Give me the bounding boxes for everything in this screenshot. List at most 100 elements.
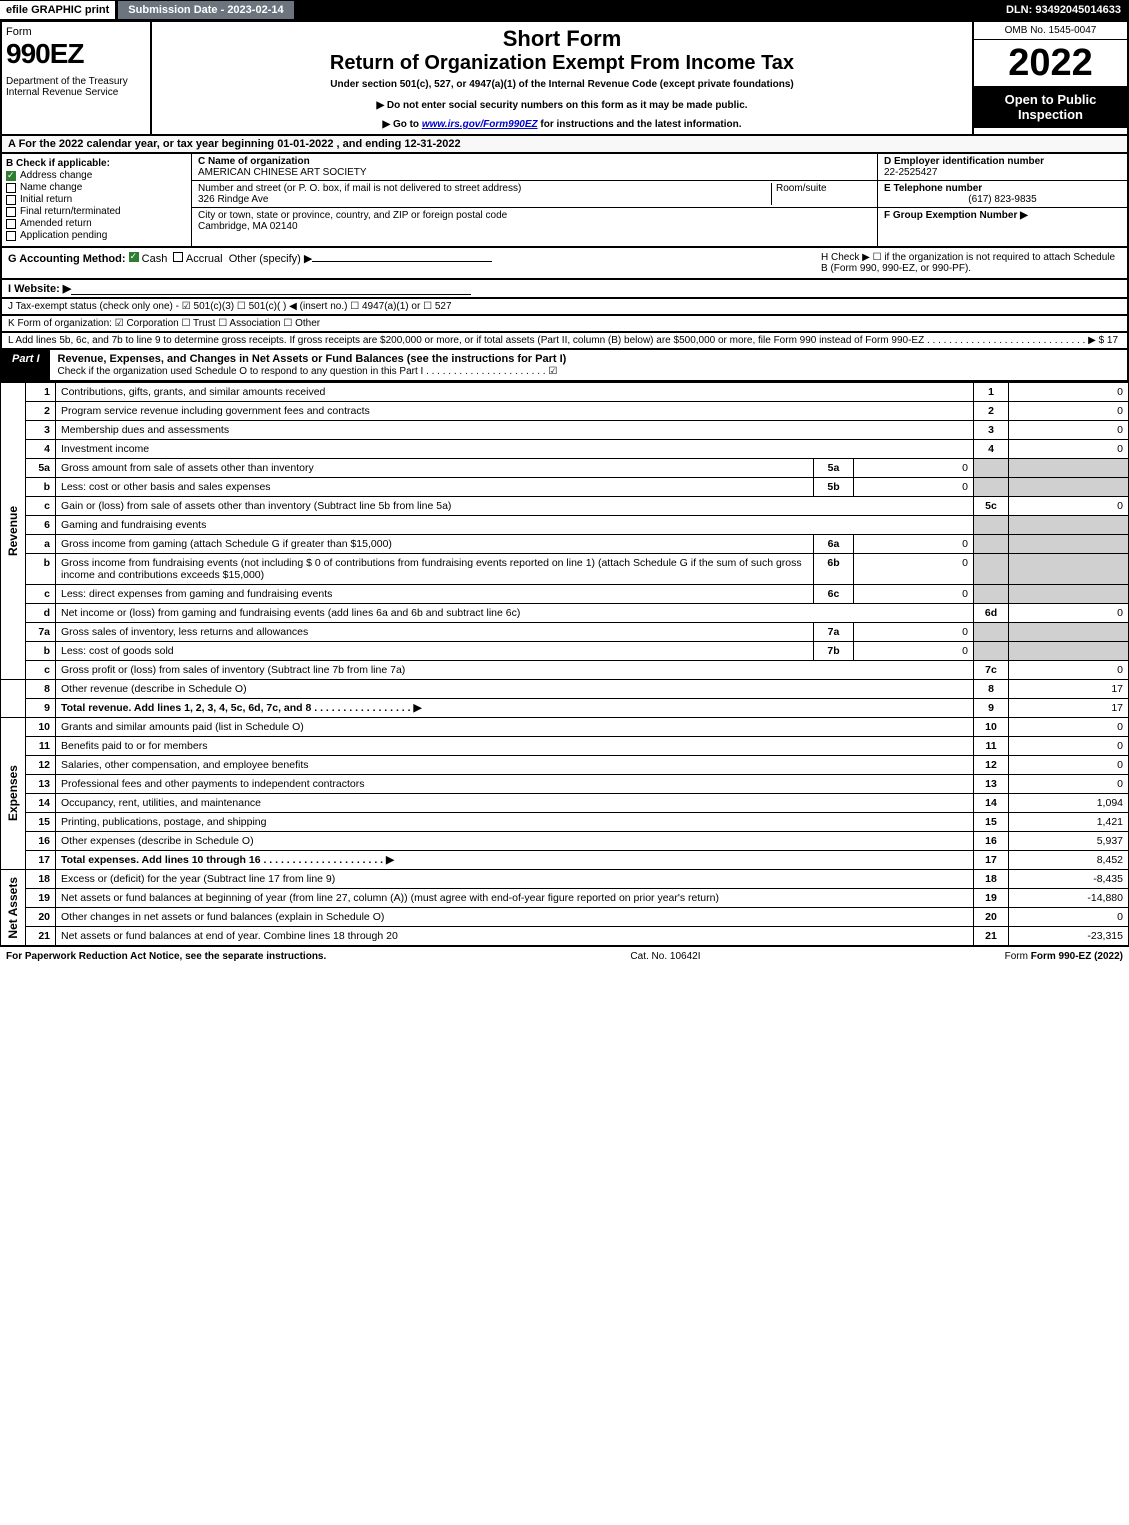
checkbox-initial-return[interactable] [6,195,16,205]
tax-year: 2022 [974,40,1127,86]
side-expenses: Expenses [6,765,20,821]
under-section: Under section 501(c), 527, or 4947(a)(1)… [160,79,964,90]
form-word: Form [6,26,146,38]
goto-post: for instructions and the latest informat… [538,119,742,130]
part-1-title: Revenue, Expenses, and Changes in Net As… [58,353,567,365]
line-17-amount: 8,452 [1009,851,1129,870]
line-12-amount: 0 [1009,756,1129,775]
form-number: 990EZ [6,38,146,70]
line-4-amount: 0 [1009,440,1129,459]
row-a-calendar: A For the 2022 calendar year, or tax yea… [0,136,1129,154]
omb-year-block: OMB No. 1545-0047 2022 Open to Public In… [972,22,1127,134]
line-6c-amount: 0 [854,585,974,604]
part-1-sub: Check if the organization used Schedule … [58,366,558,377]
line-7c-amount: 0 [1009,661,1129,680]
donot-note: ▶ Do not enter social security numbers o… [160,100,964,111]
line-19-text: Net assets or fund balances at beginning… [56,889,974,908]
line-2-text: Program service revenue including govern… [56,402,974,421]
form-id-block: Form 990EZ Department of the Treasury In… [2,22,152,134]
line-1-amount: 0 [1009,383,1129,402]
telephone: (617) 823-9835 [884,194,1121,205]
checkbox-address-change[interactable] [6,171,16,181]
form-header: Form 990EZ Department of the Treasury In… [0,22,1129,136]
section-h: H Check ▶ ☐ if the organization is not r… [821,252,1121,274]
line-18-amount: -8,435 [1009,870,1129,889]
line-11-text: Benefits paid to or for members [56,737,974,756]
line-21-text: Net assets or fund balances at end of ye… [56,927,974,946]
line-5b-text: Less: cost or other basis and sales expe… [56,478,814,497]
section-b-to-f: B Check if applicable: Address change Na… [0,154,1129,248]
part-1-header: Part I Revenue, Expenses, and Changes in… [0,350,1129,382]
part-1-tab: Part I [2,350,50,380]
section-l-gross-receipts: L Add lines 5b, 6c, and 7b to line 9 to … [0,333,1129,350]
footer-form: Form Form 990-EZ (2022) [1005,951,1123,962]
line-10-amount: 0 [1009,718,1129,737]
goto-pre: ▶ Go to [382,119,421,130]
dln: DLN: 93492045014633 [998,1,1129,19]
org-address: 326 Rindge Ave [198,194,268,205]
line-1-text: Contributions, gifts, grants, and simila… [56,383,974,402]
topbar: efile GRAPHIC print Submission Date - 20… [0,0,1129,22]
line-4-text: Investment income [56,440,974,459]
line-20-amount: 0 [1009,908,1129,927]
line-12-text: Salaries, other compensation, and employ… [56,756,974,775]
checkbox-application-pending[interactable] [6,231,16,241]
side-net-assets: Net Assets [6,877,20,939]
short-form-title: Short Form [160,26,964,52]
checkbox-final-return[interactable] [6,207,16,217]
section-k-form-org: K Form of organization: ☑ Corporation ☐ … [0,316,1129,333]
section-c: C Name of organizationAMERICAN CHINESE A… [192,154,877,246]
line-6b-text: Gross income from fundraising events (no… [56,554,814,585]
line-5c-text: Gain or (loss) from sale of assets other… [56,497,974,516]
org-name: AMERICAN CHINESE ART SOCIETY [198,167,367,178]
line-6a-amount: 0 [854,535,974,554]
line-16-text: Other expenses (describe in Schedule O) [56,832,974,851]
section-i-website: I Website: ▶ [0,280,1129,299]
line-7b-text: Less: cost of goods sold [56,642,814,661]
line-20-text: Other changes in net assets or fund bala… [56,908,974,927]
line-5a-amount: 0 [854,459,974,478]
checkbox-cash[interactable] [129,252,139,262]
efile-print[interactable]: efile GRAPHIC print [0,1,117,19]
org-city: Cambridge, MA 02140 [198,221,298,232]
room-suite: Room/suite [771,183,871,205]
line-6c-text: Less: direct expenses from gaming and fu… [56,585,814,604]
line-14-text: Occupancy, rent, utilities, and maintena… [56,794,974,813]
irs-link[interactable]: www.irs.gov/Form990EZ [422,119,538,130]
line-6b-amount: 0 [854,554,974,585]
line-5a-text: Gross amount from sale of assets other t… [56,459,814,478]
line-3-text: Membership dues and assessments [56,421,974,440]
line-7b-amount: 0 [854,642,974,661]
form-title-block: Short Form Return of Organization Exempt… [152,22,972,134]
section-b: B Check if applicable: Address change Na… [2,154,192,246]
open-inspection: Open to Public Inspection [974,86,1127,128]
omb-number: OMB No. 1545-0047 [974,22,1127,40]
line-5c-amount: 0 [1009,497,1129,516]
dept-treasury: Department of the Treasury Internal Reve… [6,76,146,98]
submission-date: Submission Date - 2023-02-14 [117,0,294,20]
checkbox-accrual[interactable] [173,252,183,262]
line-8-text: Other revenue (describe in Schedule O) [56,680,974,699]
checkbox-name-change[interactable] [6,183,16,193]
line-5b-amount: 0 [854,478,974,497]
line-10-text: Grants and similar amounts paid (list in… [56,718,974,737]
goto-note: ▶ Go to www.irs.gov/Form990EZ for instru… [160,119,964,130]
ein: 22-2525427 [884,167,937,178]
return-title: Return of Organization Exempt From Incom… [160,52,964,75]
line-9-amount: 17 [1009,699,1129,718]
line-6d-text: Net income or (loss) from gaming and fun… [56,604,974,623]
line-13-amount: 0 [1009,775,1129,794]
checkbox-amended[interactable] [6,219,16,229]
accounting-method-label: G Accounting Method: [8,253,129,265]
line-6a-text: Gross income from gaming (attach Schedul… [56,535,814,554]
line-16-amount: 5,937 [1009,832,1129,851]
line-7a-amount: 0 [854,623,974,642]
page-footer: For Paperwork Reduction Act Notice, see … [0,946,1129,966]
group-exemption: F Group Exemption Number ▶ [884,210,1028,221]
line-11-amount: 0 [1009,737,1129,756]
side-revenue: Revenue [6,506,20,556]
line-7c-text: Gross profit or (loss) from sales of inv… [56,661,974,680]
line-21-amount: -23,315 [1009,927,1129,946]
line-8-amount: 17 [1009,680,1129,699]
line-19-amount: -14,880 [1009,889,1129,908]
